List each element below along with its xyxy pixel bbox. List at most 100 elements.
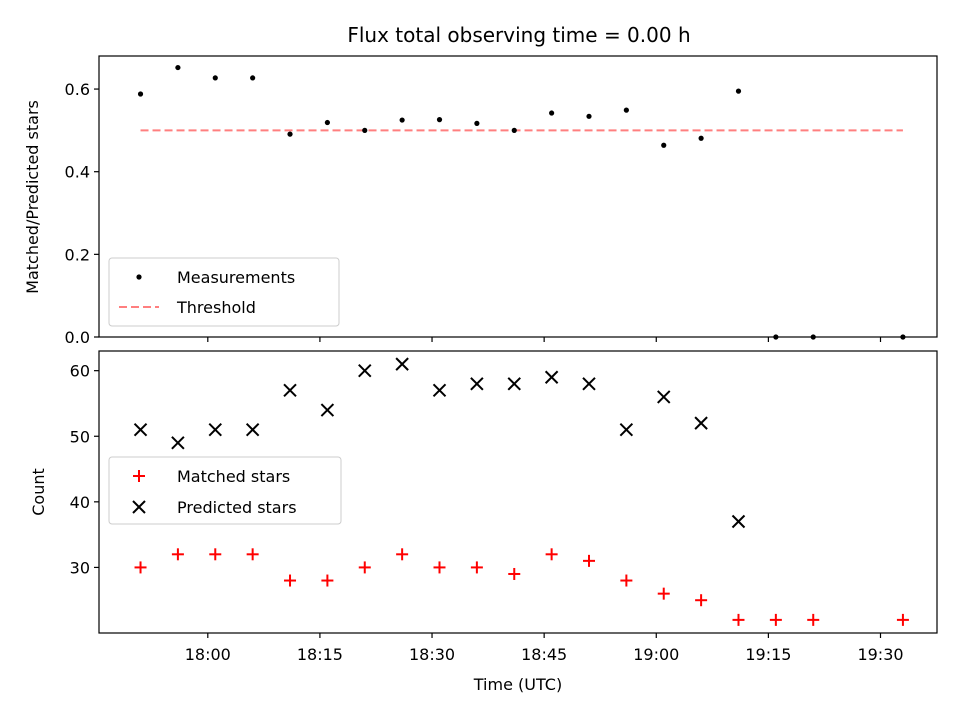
matched-star-point xyxy=(209,548,222,561)
matched-star-point xyxy=(396,548,409,561)
bottom-y-tick-label: 40 xyxy=(70,493,90,512)
top-y-axis-label: Matched/Predicted stars xyxy=(23,100,42,294)
matched-star-point xyxy=(807,613,820,626)
x-diag-2 xyxy=(432,383,447,398)
legend-measurements-label: Measurements xyxy=(177,268,295,287)
top-y-tick-label: 0.0 xyxy=(65,328,90,347)
bottom-plot-area: 18:00 18:15 18:30 18:45 19:00 19:15 19:30 30 40 5… xyxy=(29,350,938,694)
matched-star-point xyxy=(246,548,259,561)
matched-star-point xyxy=(508,567,521,580)
bottom-y-tick-label: 30 xyxy=(70,558,90,577)
chart-title: Flux total observing time = 0.00 h xyxy=(347,23,690,47)
x-diag-2 xyxy=(395,357,409,371)
matched-star-point xyxy=(582,554,595,567)
predicted-star-point xyxy=(470,377,484,391)
x-diag-2 xyxy=(544,370,559,384)
matched-star-point xyxy=(769,613,782,626)
matched-star-point xyxy=(620,574,633,587)
measurement-point xyxy=(250,75,256,81)
predicted-star-point xyxy=(657,390,671,404)
top-y-tick-label: 0.6 xyxy=(65,80,90,99)
predicted-star-point xyxy=(208,422,222,437)
predicted-star-point xyxy=(619,422,634,437)
top-y-tick-label: 0.2 xyxy=(65,245,90,264)
bottom-legend-box xyxy=(108,456,342,525)
predicted-star-point xyxy=(245,422,260,437)
x-diag-2 xyxy=(133,422,148,437)
measurement-point xyxy=(212,75,218,81)
bottom-plot-frame xyxy=(98,350,938,634)
top-legend-box xyxy=(108,257,340,327)
predicted-star-point xyxy=(171,436,185,450)
x-tick-label: 18:15 xyxy=(297,645,343,664)
x-axis-label: Time (UTC) xyxy=(473,675,562,694)
x-diag-2 xyxy=(694,416,708,430)
measurement-point xyxy=(175,64,181,71)
x-tick-label: 18:45 xyxy=(521,645,567,664)
measurement-point xyxy=(511,127,517,133)
legend-predicted-marker xyxy=(132,500,146,514)
matched-star-point xyxy=(657,587,670,600)
x-tick-label: 19:00 xyxy=(633,645,679,664)
measurement-point xyxy=(362,127,368,133)
predicted-star-point xyxy=(320,403,335,417)
matched-star-point xyxy=(896,613,909,626)
x-diag-2 xyxy=(657,390,671,404)
matched-star-point xyxy=(284,574,297,587)
matched-star-point xyxy=(358,561,371,574)
matched-star-point xyxy=(134,561,147,574)
matched-star-point xyxy=(732,613,745,626)
matched-star-point xyxy=(433,561,446,574)
predicted-star-point xyxy=(395,357,409,371)
x-diag-2 xyxy=(470,377,484,391)
x-diag-2 xyxy=(208,422,222,437)
top-marks-layer: 0.0 0.2 0.4 0.6 xyxy=(65,64,906,347)
predicted-star-point xyxy=(432,383,447,398)
x-diag-2 xyxy=(283,383,297,398)
legend-measurements-marker xyxy=(136,274,142,280)
legend-predicted-label: Predicted stars xyxy=(177,498,297,517)
bottom-y-axis-label: Count xyxy=(29,468,48,516)
measurement-point xyxy=(324,119,330,126)
measurement-point xyxy=(810,334,816,340)
measurement-point xyxy=(623,107,629,113)
predicted-star-point xyxy=(358,363,372,378)
top-legend: Measurements Threshold xyxy=(108,257,340,327)
measurement-point xyxy=(773,334,779,340)
x-diag-2 xyxy=(619,422,634,437)
predicted-star-point xyxy=(731,514,746,529)
top-plot-frame xyxy=(98,55,938,338)
x-diag-2 xyxy=(507,377,521,391)
measurement-point xyxy=(436,117,443,123)
measurement-point xyxy=(549,110,555,116)
matched-star-point xyxy=(545,548,558,561)
x-diag-2 xyxy=(245,422,260,437)
x-diag-2 xyxy=(358,363,372,378)
measurement-point xyxy=(900,334,906,340)
legend-matched-marker xyxy=(133,470,145,482)
bottom-y-tick-label: 50 xyxy=(70,427,90,446)
measurement-point xyxy=(474,120,480,126)
x-tick-label: 18:30 xyxy=(409,645,455,664)
legend-threshold-label: Threshold xyxy=(176,298,256,317)
measurement-point xyxy=(661,142,667,148)
x-diag-2 xyxy=(582,377,596,391)
matched-star-point xyxy=(321,574,334,587)
top-y-tick-label: 0.4 xyxy=(65,163,90,182)
bottom-y-tick-label: 60 xyxy=(70,362,90,381)
predicted-star-point xyxy=(694,416,708,430)
measurement-point xyxy=(287,131,293,137)
predicted-star-point xyxy=(133,422,148,437)
x-tick-label: 19:15 xyxy=(745,645,791,664)
measurement-point xyxy=(586,113,592,119)
x-diag-2 xyxy=(171,436,185,450)
bottom-legend: Matched stars Predicted stars xyxy=(108,456,342,525)
measurement-point xyxy=(735,88,742,94)
x-diag-2 xyxy=(731,514,746,529)
measurement-point xyxy=(137,91,144,97)
x-tick-label: 18:00 xyxy=(185,645,231,664)
legend-matched-label: Matched stars xyxy=(177,467,290,486)
matched-star-point xyxy=(695,594,708,607)
